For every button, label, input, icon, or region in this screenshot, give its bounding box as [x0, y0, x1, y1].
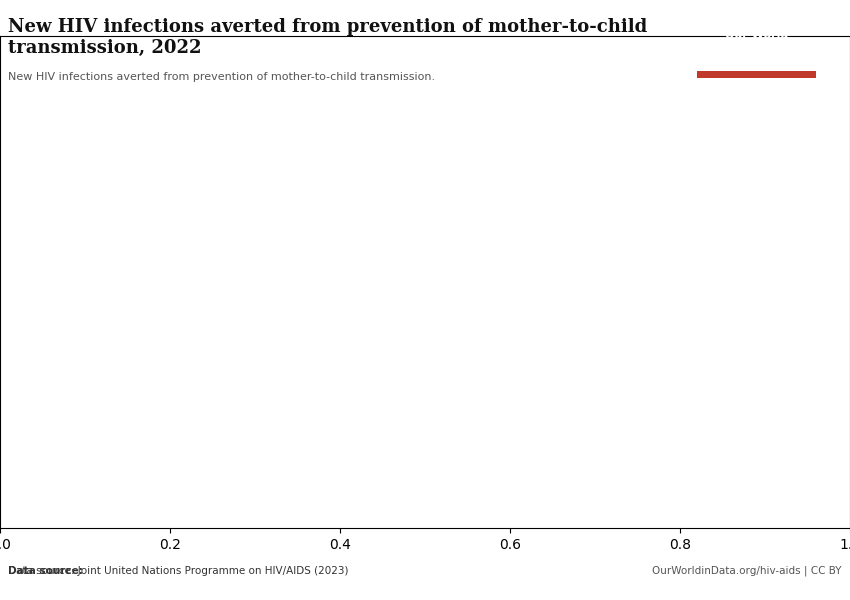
Text: Data source: Joint United Nations Programme on HIV/AIDS (2023): Data source: Joint United Nations Progra… — [8, 566, 349, 576]
Text: Data source:: Data source: — [8, 566, 87, 576]
Text: New HIV infections averted from prevention of mother-to-child transmission.: New HIV infections averted from preventi… — [8, 72, 435, 82]
Bar — [697, 71, 816, 78]
Text: OurWorldinData.org/hiv-aids | CC BY: OurWorldinData.org/hiv-aids | CC BY — [652, 565, 842, 576]
Text: New HIV infections averted from prevention of mother-to-child
transmission, 2022: New HIV infections averted from preventi… — [8, 18, 648, 57]
Text: Our World
in Data: Our World in Data — [725, 30, 788, 52]
